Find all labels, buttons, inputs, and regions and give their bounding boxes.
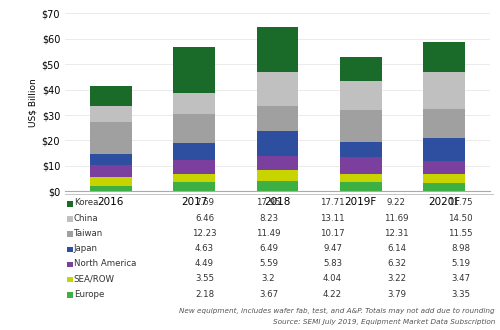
Bar xyxy=(424,183,465,191)
Text: 11.55: 11.55 xyxy=(448,229,473,238)
Bar xyxy=(174,160,215,174)
Bar xyxy=(256,170,298,181)
Bar xyxy=(340,157,382,174)
Bar xyxy=(90,177,132,186)
Text: 3.22: 3.22 xyxy=(387,274,406,283)
Text: Source: SEMI July 2019, Equipment Market Data Subscription: Source: SEMI July 2019, Equipment Market… xyxy=(272,318,495,325)
Bar xyxy=(174,174,215,182)
Bar xyxy=(340,111,382,142)
Text: 8.98: 8.98 xyxy=(451,244,470,253)
Bar xyxy=(340,57,382,81)
Bar xyxy=(90,153,132,165)
Bar xyxy=(90,106,132,122)
Text: 2.18: 2.18 xyxy=(195,289,214,299)
Bar xyxy=(256,181,298,191)
Text: 3.79: 3.79 xyxy=(387,289,406,299)
Text: New equipment, includes wafer fab, test, and A&P. Totals may not add due to roun: New equipment, includes wafer fab, test,… xyxy=(180,308,495,314)
Text: North America: North America xyxy=(74,259,136,268)
Bar xyxy=(424,161,465,174)
Text: 13.11: 13.11 xyxy=(320,214,345,223)
Bar xyxy=(256,27,298,72)
Bar xyxy=(424,109,465,138)
Bar xyxy=(424,72,465,109)
Text: China: China xyxy=(74,214,98,223)
Bar xyxy=(340,182,382,191)
Bar xyxy=(174,47,215,93)
Text: 3.55: 3.55 xyxy=(195,274,214,283)
Text: 3.2: 3.2 xyxy=(262,274,276,283)
Text: 11.69: 11.69 xyxy=(384,214,408,223)
Text: 9.22: 9.22 xyxy=(387,198,406,208)
Text: Taiwan: Taiwan xyxy=(74,229,103,238)
Text: SEA/ROW: SEA/ROW xyxy=(74,274,115,283)
Text: 4.22: 4.22 xyxy=(323,289,342,299)
Text: 6.46: 6.46 xyxy=(195,214,214,223)
Text: 4.63: 4.63 xyxy=(195,244,214,253)
Text: 12.31: 12.31 xyxy=(384,229,409,238)
Bar xyxy=(340,142,382,157)
Text: 12.23: 12.23 xyxy=(192,229,217,238)
Bar xyxy=(90,122,132,153)
Bar xyxy=(90,165,132,177)
Bar xyxy=(424,174,465,183)
Text: 6.14: 6.14 xyxy=(387,244,406,253)
Text: 17.71: 17.71 xyxy=(320,198,345,208)
Text: 11.49: 11.49 xyxy=(256,229,280,238)
Text: 11.75: 11.75 xyxy=(448,198,473,208)
Text: 10.17: 10.17 xyxy=(320,229,345,238)
Text: 4.49: 4.49 xyxy=(195,259,214,268)
Text: 5.59: 5.59 xyxy=(259,259,278,268)
Bar xyxy=(256,106,298,131)
Text: 17.95: 17.95 xyxy=(256,198,280,208)
Text: 3.47: 3.47 xyxy=(451,274,470,283)
Bar xyxy=(424,42,465,72)
Bar xyxy=(340,174,382,182)
Bar xyxy=(174,143,215,160)
Text: 7.69: 7.69 xyxy=(195,198,214,208)
Text: 3.35: 3.35 xyxy=(451,289,470,299)
Text: Japan: Japan xyxy=(74,244,98,253)
Text: 9.47: 9.47 xyxy=(323,244,342,253)
Bar xyxy=(174,182,215,191)
Y-axis label: US$ Billion: US$ Billion xyxy=(28,78,38,127)
Text: Europe: Europe xyxy=(74,289,104,299)
Text: 4.04: 4.04 xyxy=(323,274,342,283)
Text: 8.23: 8.23 xyxy=(259,214,278,223)
Bar xyxy=(256,155,298,170)
Bar xyxy=(90,86,132,106)
Bar xyxy=(174,114,215,143)
Bar xyxy=(256,72,298,106)
Text: 6.49: 6.49 xyxy=(259,244,278,253)
Bar xyxy=(256,131,298,155)
Text: 5.19: 5.19 xyxy=(451,259,470,268)
Text: 3.67: 3.67 xyxy=(259,289,278,299)
Bar xyxy=(90,186,132,191)
Bar xyxy=(424,138,465,161)
Text: 5.83: 5.83 xyxy=(323,259,342,268)
Bar xyxy=(174,93,215,114)
Text: 6.32: 6.32 xyxy=(387,259,406,268)
Text: Korea: Korea xyxy=(74,198,98,208)
Text: 14.50: 14.50 xyxy=(448,214,473,223)
Bar xyxy=(340,81,382,111)
